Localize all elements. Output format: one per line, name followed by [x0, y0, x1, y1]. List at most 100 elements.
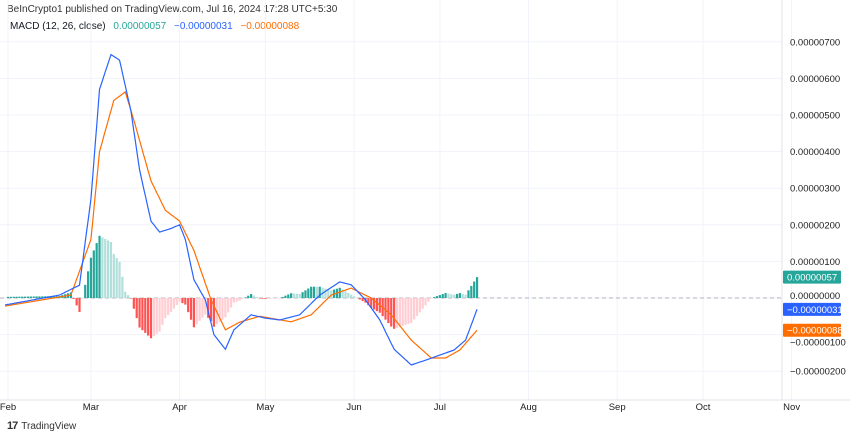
histogram-bar [172, 298, 175, 309]
histogram-bar [187, 298, 190, 313]
histogram-bar [407, 298, 410, 324]
histogram-bar [393, 298, 396, 329]
indicator-name: MACD (12, 26, close) [10, 21, 106, 32]
histogram-bar [15, 296, 18, 298]
y-tick-label: 0.00000400 [790, 147, 840, 158]
histogram-bar [38, 296, 41, 298]
macd-chart[interactable]: 0.00000700 0.00000600 0.00000500 0.00000400… [0, 0, 850, 420]
histogram-bar [238, 298, 241, 301]
price-tag-bg [783, 302, 841, 316]
histogram-bar [424, 298, 427, 306]
histogram-bar [189, 298, 193, 320]
signal-value: −0.00000088 [240, 21, 300, 32]
histogram-bar [338, 287, 341, 298]
histogram-bar [318, 286, 321, 298]
histogram-bar [358, 298, 361, 300]
lines [4, 53, 478, 366]
grid [0, 0, 793, 400]
histogram-bar [447, 293, 450, 298]
histogram-bar [221, 298, 224, 320]
histogram-bar [395, 298, 399, 328]
histogram-bar [415, 298, 419, 316]
histogram-bar [107, 240, 110, 298]
histogram-bar [121, 276, 124, 298]
histogram-bar [161, 298, 164, 325]
histogram-bar [104, 238, 107, 298]
histogram-bar [86, 271, 90, 298]
histogram-bar [158, 298, 161, 332]
histogram-bar [298, 294, 301, 298]
histogram-bar [164, 298, 167, 319]
histogram-bar [98, 235, 101, 298]
histogram-bar [301, 292, 304, 298]
histogram-bar [167, 298, 170, 316]
x-tick-label: Jul [434, 402, 446, 413]
histogram-bar [261, 298, 264, 299]
histogram-bar [433, 297, 436, 298]
histogram-bar [292, 293, 296, 298]
histogram-bar [112, 254, 115, 298]
y-tick-label: 0.00000100 [790, 257, 840, 268]
histogram-bar [410, 298, 413, 323]
histogram-bar [9, 296, 12, 298]
histogram-bar [375, 298, 379, 312]
histogram-bar [147, 298, 150, 336]
histogram-bar [195, 298, 198, 325]
y-tick-label: 0.00000500 [790, 111, 840, 122]
histogram-bar [304, 290, 307, 298]
y-tick-label: −0.00000100 [790, 338, 846, 349]
histogram-bar [52, 296, 55, 298]
histogram-bar [132, 298, 135, 309]
histogram-bar [258, 298, 261, 299]
tradingview-logo[interactable]: 17 TradingView [7, 420, 76, 432]
histogram-bar [418, 298, 421, 313]
histogram-bar [455, 293, 459, 298]
histogram-bar [327, 289, 330, 298]
x-tick-label: Mar [83, 402, 99, 413]
histogram-bar [290, 293, 293, 298]
macd-value: −0.00000031 [174, 21, 233, 32]
histogram-bar [155, 298, 158, 334]
histogram-bar [227, 298, 230, 313]
x-tick-label: Jun [346, 402, 361, 413]
price-tag-label: −0.00000088 [787, 326, 843, 337]
y-tick-label: 0.00000200 [790, 220, 840, 231]
histogram-bar [461, 293, 464, 298]
histogram-bar [184, 298, 187, 305]
histogram-bar [181, 298, 184, 304]
histogram-bar [41, 296, 44, 298]
histogram-bar [12, 296, 15, 298]
histogram-bar [387, 298, 390, 324]
histogram-bar [372, 298, 376, 310]
histogram-bar [149, 298, 153, 339]
histogram-bar [18, 296, 21, 298]
histogram-bar [384, 298, 387, 320]
histogram-bar [101, 237, 104, 298]
x-tick-label: Sep [609, 402, 626, 413]
histogram-bar [367, 298, 370, 306]
price-tag-label: −0.00000031 [787, 305, 843, 316]
histogram-bar [235, 298, 238, 302]
histogram-bar [453, 294, 456, 298]
histogram-bar [267, 298, 270, 299]
histogram-bar [315, 286, 318, 298]
y-tick-label: 0.00000600 [790, 74, 840, 85]
brand-label: TradingView [21, 420, 77, 432]
histogram-bar [370, 298, 373, 308]
histogram-bar [438, 295, 441, 298]
histogram-bar [244, 297, 247, 298]
x-tick-label: Oct [696, 402, 711, 413]
histogram-bar [144, 298, 147, 333]
y-tick-label: 0.00000700 [790, 37, 840, 48]
histogram-bar [32, 296, 35, 298]
indicator-legend[interactable]: MACD (12, 26, close) 0.00000057 −0.00000… [6, 19, 309, 34]
histogram-bar [92, 250, 95, 298]
histogram-bar [78, 298, 81, 312]
histogram-bar [287, 294, 290, 298]
histogram-bar [352, 296, 356, 298]
price-tag-bg [783, 270, 841, 284]
histogram-bar [212, 298, 216, 327]
histogram-bar [118, 261, 121, 298]
histogram-bar [278, 298, 281, 299]
histogram-bar [264, 298, 267, 299]
